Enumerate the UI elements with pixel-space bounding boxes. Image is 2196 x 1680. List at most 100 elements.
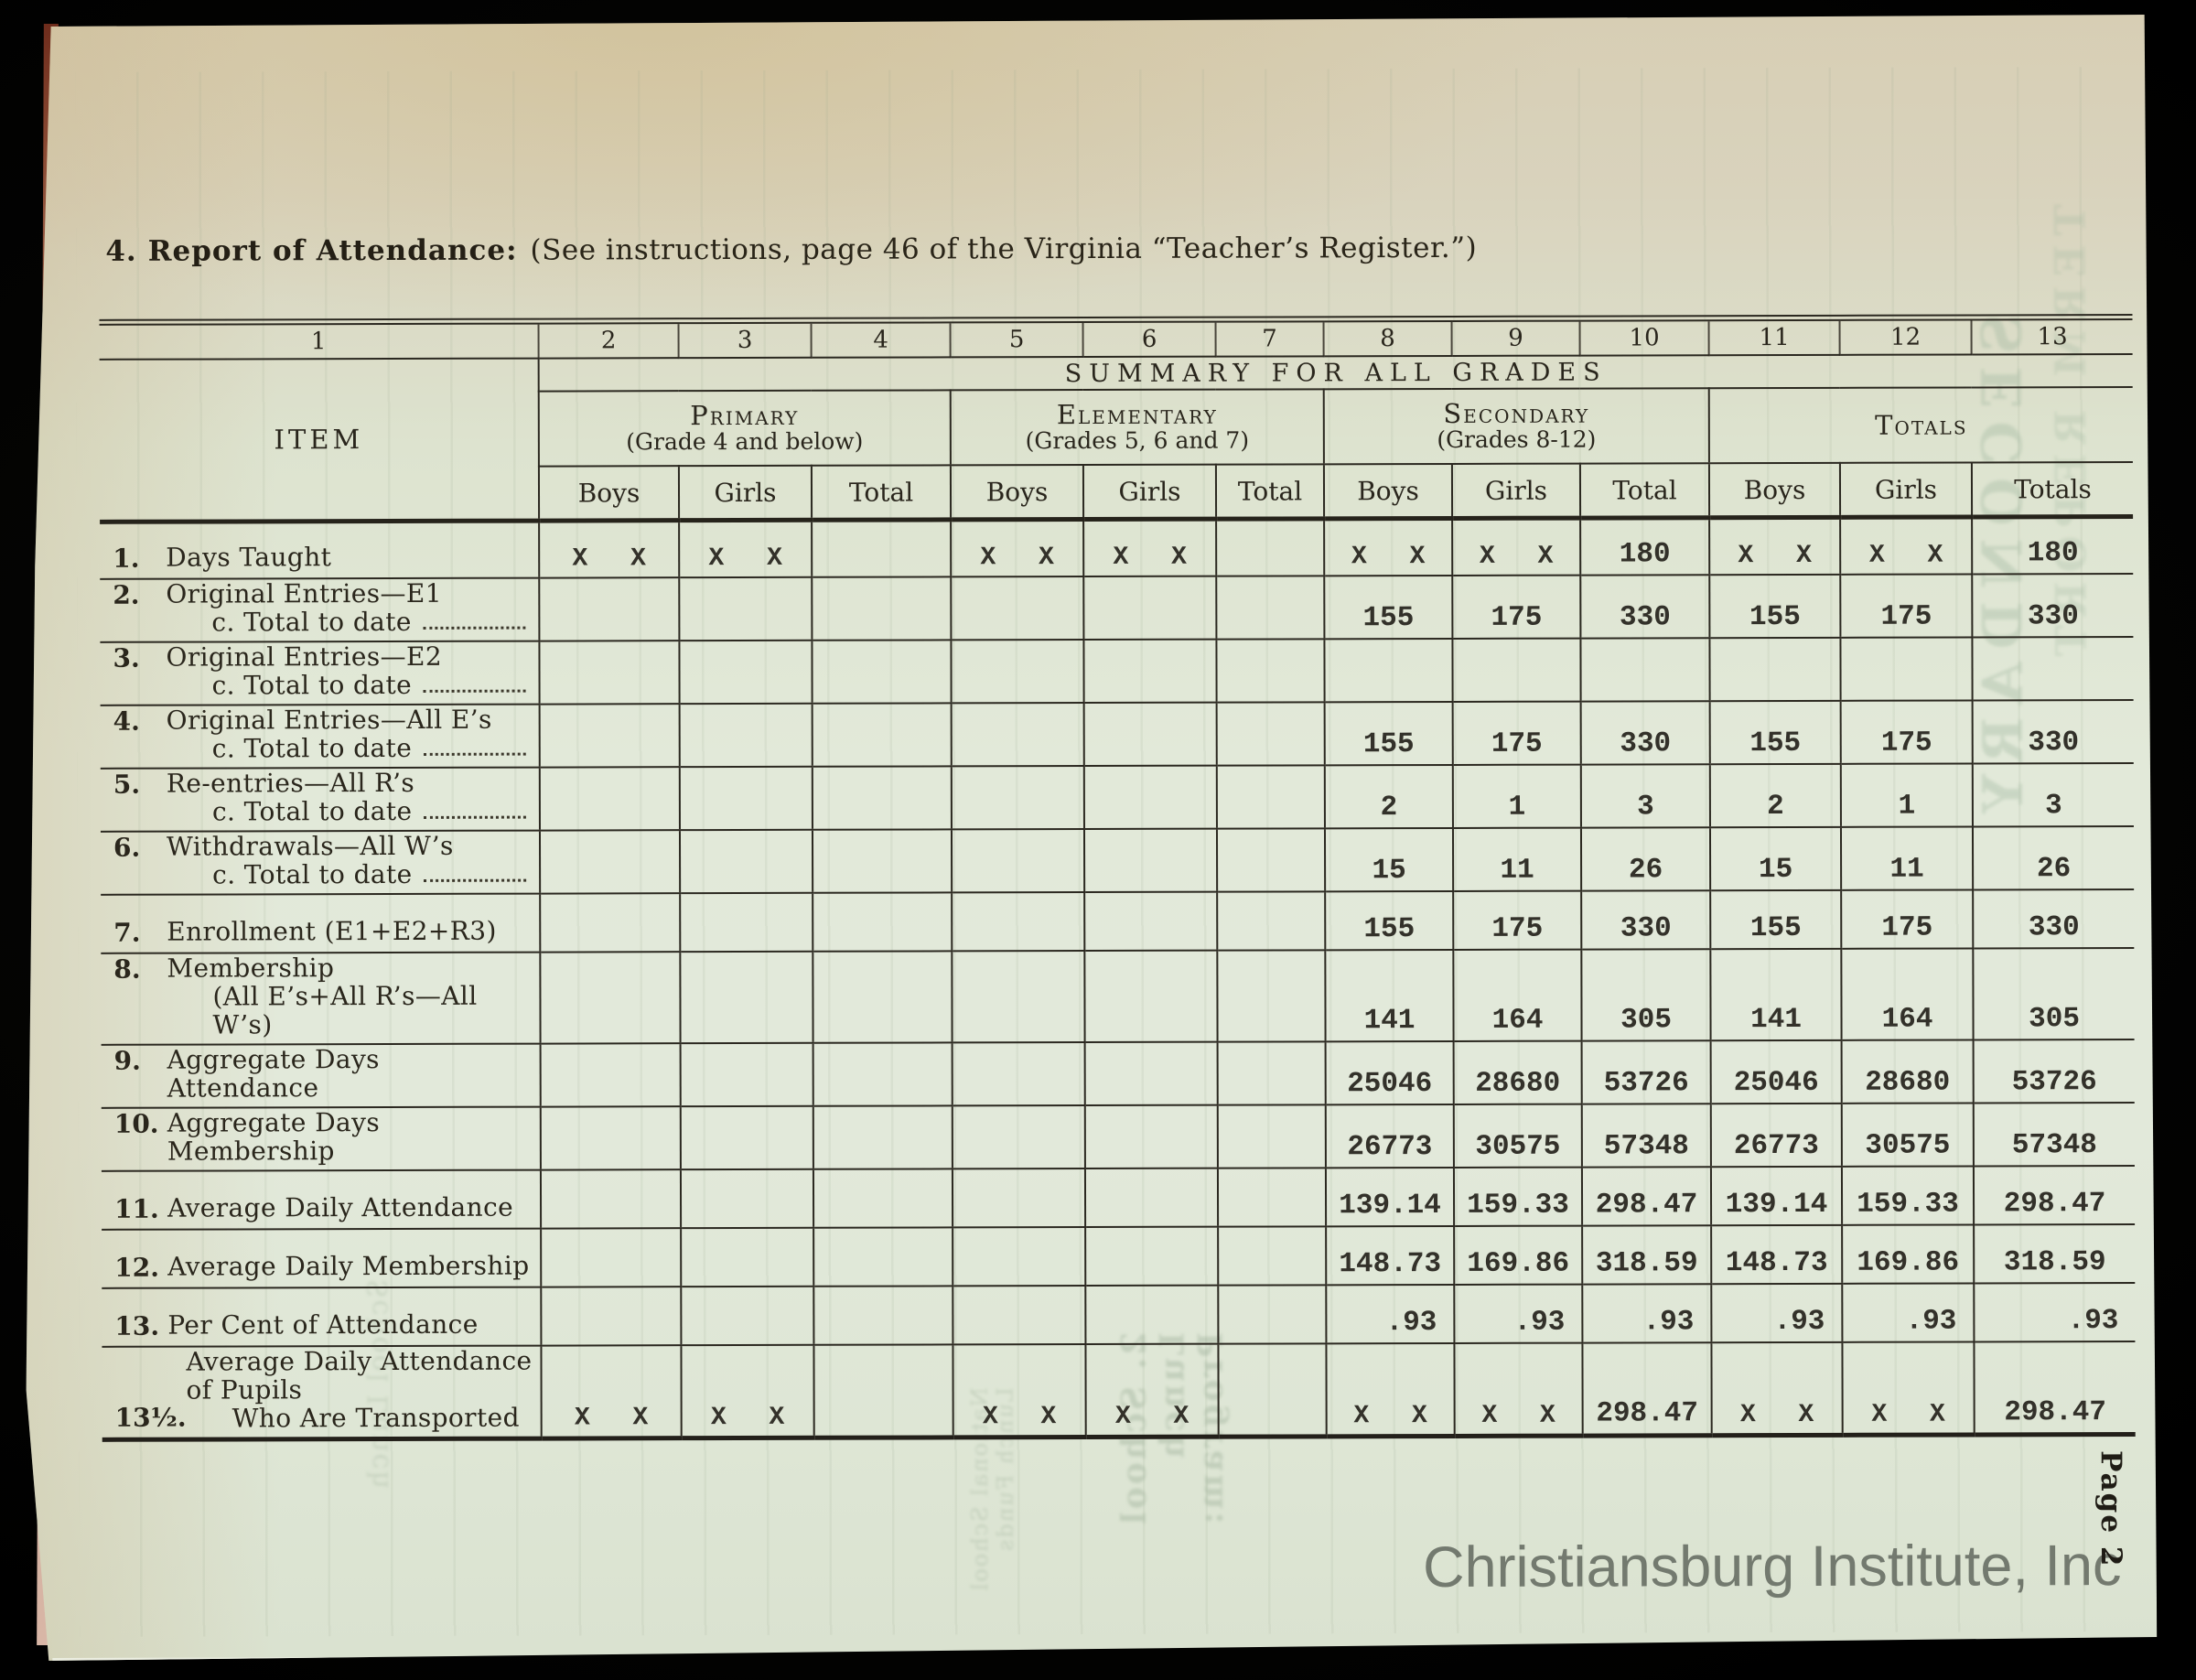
table-row: 9. Aggregate Days Attendance 25046 28680 537… <box>102 1039 2135 1108</box>
group-header-primary: Primary (Grade 4 and below) <box>539 390 951 466</box>
data-cell: 330 <box>1973 889 2134 948</box>
data-cell: 30575 <box>1842 1103 1974 1166</box>
data-cell <box>1709 637 1840 700</box>
data-cell <box>812 576 951 640</box>
data-cell <box>1084 828 1217 891</box>
data-cell <box>813 1042 953 1105</box>
row-label: Aggregate Days Attendance <box>167 1043 380 1104</box>
data-cell <box>1972 637 2133 700</box>
data-cell: 298.47 <box>1582 1342 1711 1436</box>
data-cell: 155 <box>1325 701 1453 764</box>
data-cell <box>541 1287 681 1345</box>
dotted-leader <box>423 733 526 755</box>
data-cell: 3 <box>1581 764 1710 827</box>
data-cell: 175 <box>1841 889 1973 948</box>
row-number: 12. <box>114 1252 159 1283</box>
watermark: Christiansburg Institute, Inc <box>1422 1534 2122 1600</box>
data-cell <box>1085 1285 1218 1343</box>
section-title: 4. Report of Attendance: (See instructions… <box>105 232 1477 268</box>
not-applicable-cell: X X <box>1324 518 1452 575</box>
data-cell: 141 <box>1710 948 1841 1039</box>
row-item: 7. Enrollment (E1+E2+R3) <box>101 893 540 953</box>
not-applicable-cell: X X <box>1711 1341 1842 1435</box>
not-applicable-cell: X X <box>1085 1343 1218 1437</box>
data-cell: .93 <box>1711 1283 1842 1341</box>
row-item: 1. Days Taught <box>100 521 539 578</box>
subcol-header: Girls <box>1840 462 1972 517</box>
row-label: Aggregate Days Membership <box>167 1106 381 1167</box>
data-cell: 175 <box>1840 574 1972 637</box>
data-cell: 155 <box>1324 575 1452 638</box>
row-number: 6. <box>113 832 141 863</box>
data-cell <box>953 1286 1085 1344</box>
table-row: 8. Membership (All E’s+All R’s—All W’s) 141… <box>101 948 2134 1045</box>
row-sublabel: c. Total to date <box>211 732 413 764</box>
data-cell <box>680 703 813 766</box>
table-row: 7. Enrollment (E1+E2+R3) 155 175 330 155 175 33… <box>101 889 2134 953</box>
data-cell: 159.33 <box>1454 1167 1582 1225</box>
data-cell: 175 <box>1841 700 1973 763</box>
row-item: 13. Per Cent of Attendance <box>102 1287 541 1346</box>
dotted-leader <box>423 607 526 629</box>
data-cell <box>1084 765 1217 828</box>
data-cell <box>1084 891 1217 950</box>
table-row: 2. Original Entries—E1 c. Total to date 155… <box>100 574 2133 642</box>
column-number: 10 <box>1580 318 1709 356</box>
table-row: 13. Per Cent of Attendance .93.93.93.93.93… <box>102 1283 2135 1347</box>
data-cell <box>952 703 1084 766</box>
data-cell: 155 <box>1325 890 1453 949</box>
subcol-header: Totals <box>1972 462 2133 517</box>
data-cell: 26 <box>1581 827 1710 890</box>
data-cell: 298.47 <box>1582 1167 1711 1225</box>
data-cell: 159.33 <box>1842 1166 1974 1224</box>
data-cell <box>540 893 680 952</box>
data-cell: 180 <box>1580 518 1709 575</box>
dotted-leader <box>424 859 527 881</box>
data-cell <box>680 829 813 892</box>
data-cell <box>1217 702 1325 765</box>
report-page: SECONDARY TERM REPORT 2. School Lunch Pr… <box>21 12 2159 1664</box>
data-cell: 148.73 <box>1326 1225 1454 1284</box>
data-cell <box>1218 1041 1326 1104</box>
data-cell <box>953 1105 1085 1168</box>
data-cell <box>951 576 1083 640</box>
table-row: 11. Average Daily Attendance 139.14 159.33 2… <box>102 1166 2135 1230</box>
data-cell: 26773 <box>1711 1103 1842 1166</box>
data-cell <box>681 1168 813 1227</box>
data-cell: 330 <box>1973 700 2134 763</box>
group-name: Secondary <box>1443 397 1590 429</box>
data-cell: 57348 <box>1582 1104 1711 1167</box>
data-cell: .93 <box>1842 1283 1974 1341</box>
row-sublabel: Who Are Transported <box>231 1402 520 1433</box>
row-item: 12. Average Daily Membership <box>102 1228 541 1287</box>
data-cell <box>1085 1168 1218 1226</box>
data-cell <box>953 1168 1085 1227</box>
group-header-totals: Totals <box>1709 387 2133 463</box>
row-item: 3. Original Entries—E2 c. Total to date <box>100 641 539 705</box>
data-cell: 1 <box>1453 764 1581 827</box>
data-cell <box>1218 1168 1326 1226</box>
column-number: 6 <box>1083 319 1216 357</box>
data-cell: 3 <box>1973 763 2134 826</box>
data-cell <box>681 1227 813 1286</box>
data-cell <box>540 704 680 767</box>
row-number: 4. <box>113 705 140 737</box>
data-cell <box>813 1227 953 1286</box>
data-cell <box>1217 828 1325 891</box>
data-cell <box>1083 576 1216 639</box>
data-cell: 28680 <box>1842 1039 1974 1103</box>
data-cell: 169.86 <box>1842 1224 1974 1283</box>
row-sublabel: c. Total to date <box>211 795 413 827</box>
not-applicable-cell: X X <box>1452 518 1580 575</box>
row-number: 8. <box>113 953 141 985</box>
data-cell <box>540 767 680 830</box>
row-label: Average Daily Attendance of Pupils <box>186 1345 533 1405</box>
data-cell: 15 <box>1710 826 1841 889</box>
data-cell <box>1085 1104 1218 1168</box>
group-qualifier: (Grades 8-12) <box>1437 425 1597 454</box>
data-cell: 53726 <box>1974 1039 2135 1103</box>
not-applicable-cell: X X <box>541 1345 681 1438</box>
row-number: 5. <box>113 769 141 800</box>
data-cell <box>952 951 1084 1042</box>
not-applicable-cell: X X <box>953 1344 1085 1438</box>
